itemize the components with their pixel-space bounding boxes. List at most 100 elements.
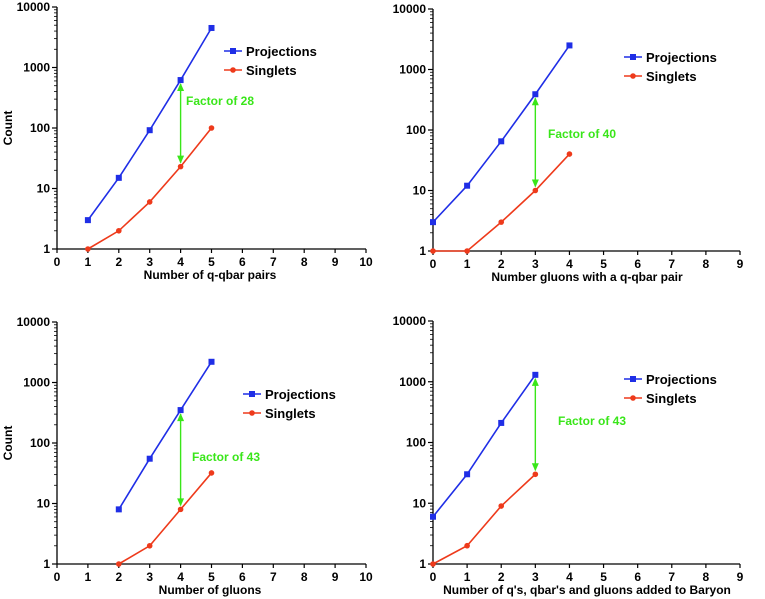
data-point-singlets <box>430 561 436 567</box>
x-tick-label: 0 <box>430 257 437 271</box>
x-tick-label: 6 <box>634 257 641 271</box>
x-tick-label: 6 <box>634 570 641 584</box>
x-tick-label: 5 <box>600 570 607 584</box>
data-point-singlets <box>146 199 153 205</box>
factor-arrow-head-down <box>531 463 539 472</box>
x-tick-label: 8 <box>703 570 710 584</box>
series-line-singlets <box>87 127 213 250</box>
y-tick-label: 1000 <box>23 376 50 390</box>
factor-annotation: Factor of 43 <box>192 450 260 464</box>
x-tick-label: 4 <box>177 570 184 584</box>
y-tick-label: 100 <box>30 121 50 135</box>
x-tick-label: 6 <box>239 570 246 584</box>
x-tick-label: 9 <box>737 257 744 271</box>
factor-arrow-head-down <box>531 179 539 188</box>
data-point-singlets <box>464 542 470 549</box>
data-point-projections <box>146 127 153 134</box>
data-point-projections <box>464 471 471 478</box>
y-tick-label: 10 <box>37 182 51 196</box>
x-tick-label: 1 <box>85 570 92 584</box>
x-tick-label: 6 <box>239 255 246 269</box>
x-tick-label: 8 <box>301 255 308 269</box>
y-tick-label: 100 <box>30 436 50 450</box>
legend-label-singlets: Singlets <box>265 406 316 421</box>
legend-label-singlets: Singlets <box>646 69 697 84</box>
x-tick-label: 2 <box>498 257 505 271</box>
y-tick-label: 1 <box>43 557 50 571</box>
legend-marker-circle <box>249 410 255 416</box>
series-line-singlets <box>432 473 536 565</box>
legend-marker-circle <box>230 67 236 73</box>
x-tick-label: 5 <box>600 257 607 271</box>
data-point-singlets <box>430 248 436 254</box>
series-line-projections <box>87 27 213 221</box>
legend-label-singlets: Singlets <box>646 391 697 406</box>
data-point-singlets <box>208 470 215 476</box>
legend-marker-square <box>249 391 255 397</box>
x-tick-label: 4 <box>177 255 184 269</box>
x-tick-label: 2 <box>115 570 122 584</box>
legend-marker-square <box>230 48 236 54</box>
data-point-singlets <box>146 542 153 549</box>
legend-marker-circle <box>630 73 636 79</box>
y-tick-label: 10000 <box>17 315 51 329</box>
y-tick-label: 10 <box>413 496 427 510</box>
series-line-singlets <box>118 472 213 565</box>
data-point-singlets <box>498 503 505 509</box>
y-tick-label: 10000 <box>17 0 51 14</box>
data-point-singlets <box>566 151 573 157</box>
x-tick-label: 7 <box>270 255 277 269</box>
x-tick-label: 4 <box>566 257 573 271</box>
data-point-projections <box>208 358 215 365</box>
x-tick-label: 5 <box>208 255 215 269</box>
series-line-projections <box>118 361 213 510</box>
legend-marker-square <box>630 376 636 382</box>
y-axis-label: Count <box>1 426 15 461</box>
data-point-singlets <box>532 187 539 194</box>
x-tick-label: 7 <box>270 570 277 584</box>
data-point-singlets <box>116 561 122 567</box>
series-line-projections <box>432 374 536 518</box>
y-axis-label: Count <box>1 111 15 146</box>
factor-annotation: Factor of 43 <box>558 414 626 428</box>
x-tick-label: 3 <box>532 570 539 584</box>
x-tick-label: 7 <box>668 257 675 271</box>
data-point-projections <box>115 506 122 513</box>
data-point-projections <box>498 138 505 145</box>
x-tick-label: 10 <box>359 570 373 584</box>
y-tick-label: 10000 <box>393 2 427 16</box>
x-tick-label: 8 <box>301 570 308 584</box>
data-point-projections <box>84 217 91 224</box>
legend-marker-circle <box>630 395 636 401</box>
factor-arrow-head-up <box>531 377 539 386</box>
data-point-singlets <box>464 248 470 254</box>
data-point-projections <box>532 91 539 98</box>
data-point-singlets <box>177 163 184 170</box>
data-point-projections <box>498 419 505 426</box>
legend-label-projections: Projections <box>646 50 717 65</box>
data-point-projections <box>177 407 184 414</box>
x-axis-label: Number gluons with a q-qbar pair <box>491 270 683 284</box>
y-tick-label: 1 <box>43 242 50 256</box>
x-tick-label: 7 <box>668 570 675 584</box>
x-axis-label: Number of q's, qbar's and gluons added t… <box>443 583 731 597</box>
y-tick-label: 10 <box>37 497 51 511</box>
data-point-projections <box>566 42 573 49</box>
x-tick-label: 0 <box>54 570 61 584</box>
x-tick-label: 0 <box>54 255 61 269</box>
data-point-singlets <box>532 471 539 478</box>
x-tick-label: 8 <box>703 257 710 271</box>
y-tick-label: 1000 <box>23 61 50 75</box>
factor-arrow-head-up <box>177 413 185 422</box>
data-point-projections <box>532 371 539 378</box>
factor-arrow-head-down <box>177 498 185 507</box>
y-tick-label: 1 <box>419 557 426 571</box>
factor-arrow-head-down <box>177 155 185 164</box>
x-axis-label: Number of q-qbar pairs <box>144 268 277 282</box>
data-point-projections <box>177 77 184 84</box>
y-tick-label: 1000 <box>399 63 426 77</box>
